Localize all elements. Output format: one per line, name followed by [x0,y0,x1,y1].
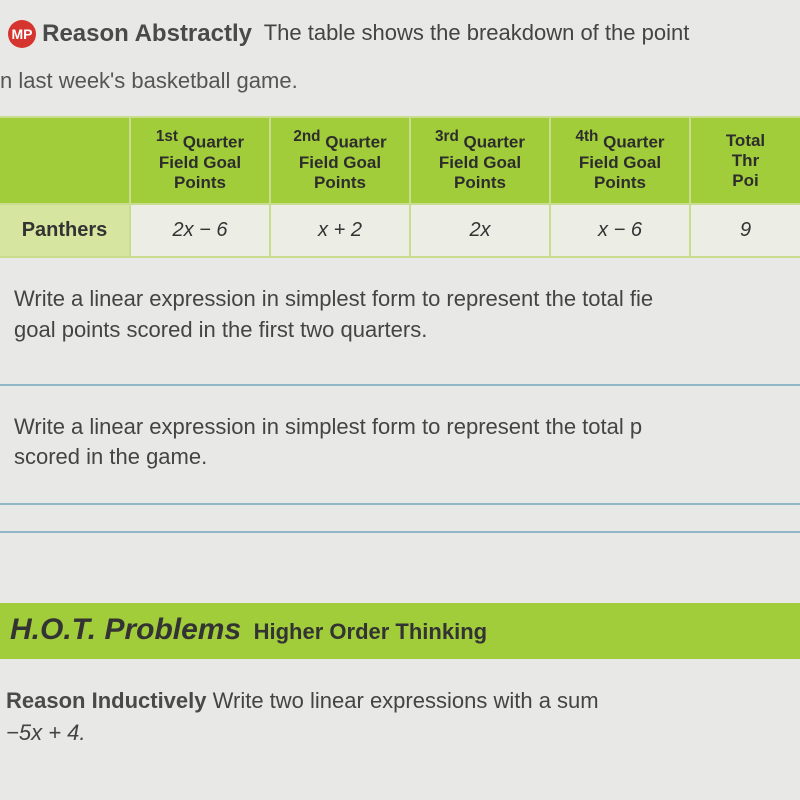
heading-rest: The table shows the breakdown of the poi… [264,20,690,45]
mp-badge: MP [8,20,36,48]
heading-line2: n last week's basketball game. [0,68,800,94]
textbook-page: MP Reason Abstractly The table shows the… [0,0,800,749]
hot-title: H.O.T. Problems [10,613,241,646]
inductive-expr: −5x + 4. [6,720,86,745]
answer-rule-1 [0,384,800,386]
reason-inductively: Reason Inductively Write two linear expr… [6,685,796,749]
answer-rule-3 [0,531,800,533]
row-label: Panthers [0,204,130,257]
question-1: Write a linear expression in simplest fo… [14,284,788,346]
col-total: Total Thr Poi [690,117,800,204]
cell-q4: x − 6 [550,204,690,257]
col-q4: 4th Quarter Field Goal Points [550,117,690,204]
hot-problems-band: H.O.T. Problems Higher Order Thinking [0,603,800,659]
cell-q2: x + 2 [270,204,410,257]
heading-strong: Reason Abstractly [42,20,252,47]
points-table: 1st Quarter Field Goal Points 2nd Quarte… [0,116,800,258]
col-q3: 3rd Quarter Field Goal Points [410,117,550,204]
cell-total: 9 [690,204,800,257]
inductive-rest: Write two linear expressions with a sum [213,688,599,713]
col-q1: 1st Quarter Field Goal Points [130,117,270,204]
answer-rule-2 [0,503,800,505]
problem-heading: MP Reason Abstractly The table shows the… [4,18,800,50]
table-header-row: 1st Quarter Field Goal Points 2nd Quarte… [0,117,800,204]
table-row: Panthers 2x − 6 x + 2 2x x − 6 9 [0,204,800,257]
question-2: Write a linear expression in simplest fo… [14,412,788,474]
table-corner [0,117,130,204]
cell-q3: 2x [410,204,550,257]
cell-q1: 2x − 6 [130,204,270,257]
hot-subtitle: Higher Order Thinking [254,619,487,644]
inductive-strong: Reason Inductively [6,688,207,713]
col-q2: 2nd Quarter Field Goal Points [270,117,410,204]
